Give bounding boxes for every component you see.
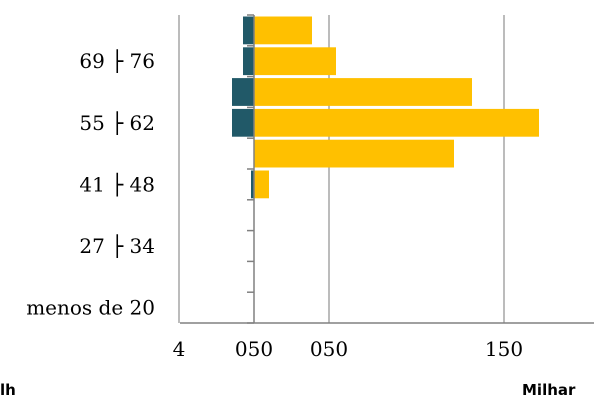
y-tick-label-1: 27 ├ 34 [79, 234, 155, 258]
x-tick-label-0: 4 [173, 337, 186, 361]
y-tick-labels: menos de 20 27 ├ 34 41 ├ 48 55 ├ 62 69 ├ 76 [26, 49, 155, 319]
bars-group [232, 16, 539, 199]
bar-s1-5 [254, 139, 454, 168]
bar-s1-4 [254, 170, 269, 199]
y-tick-label-3: 55 ├ 62 [79, 111, 155, 135]
category-axis [180, 14, 594, 324]
bar-s1-8 [254, 47, 336, 76]
right-axis-title: Milhar [522, 381, 576, 399]
bar-s0-9 [243, 16, 254, 45]
bar-s1-9 [254, 16, 312, 45]
x-tick-labels: 4 050 050 150 [173, 337, 523, 361]
bar-s0-6 [232, 108, 254, 137]
x-tick-label-1: 050 [235, 337, 273, 361]
bar-s0-8 [243, 47, 254, 76]
bar-s0-4 [251, 170, 254, 199]
y-tick-label-4: 69 ├ 76 [79, 49, 155, 73]
bar-s1-7 [254, 78, 472, 106]
x-tick-label-3: 150 [485, 337, 523, 361]
bar-s0-7 [232, 78, 254, 106]
x-tick-label-2: 050 [310, 337, 348, 361]
y-tick-label-0: menos de 20 [26, 296, 155, 320]
left-axis-title: lh [0, 381, 16, 399]
y-tick-label-2: 41 ├ 48 [79, 172, 155, 196]
vertical-gridlines [178, 15, 505, 323]
bar-s1-6 [254, 108, 539, 137]
